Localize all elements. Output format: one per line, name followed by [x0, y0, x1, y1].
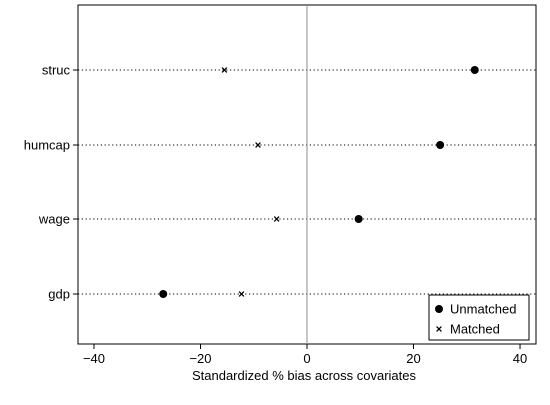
unmatched-point-wage — [354, 215, 363, 223]
category-label-humcap: humcap — [24, 138, 70, 153]
matched-point-wage — [273, 216, 280, 222]
x-tick-label: 0 — [303, 351, 310, 366]
legend-marker-matched — [436, 326, 442, 332]
category-label-struc: struc — [42, 63, 71, 78]
unmatched-point-struc — [470, 66, 479, 74]
x-tick-label: −40 — [83, 351, 105, 366]
matched-point-gdp — [238, 291, 245, 297]
legend-label-unmatched: Unmatched — [450, 302, 516, 317]
x-tick-label: 40 — [513, 351, 527, 366]
x-tick-label: −20 — [189, 351, 211, 366]
x-axis-title: Standardized % bias across covariates — [192, 368, 417, 383]
legend-label-matched: Matched — [450, 322, 500, 337]
unmatched-point-humcap — [436, 141, 445, 149]
category-label-wage: wage — [38, 212, 70, 227]
legend-box — [428, 294, 530, 341]
category-label-gdp: gdp — [48, 287, 70, 302]
unmatched-point-gdp — [159, 290, 168, 298]
legend-marker-unmatched — [435, 305, 443, 313]
x-tick-label: 20 — [406, 351, 420, 366]
legend: Unmatched Matched — [428, 294, 530, 341]
matched-point-struc — [221, 67, 228, 73]
matched-point-humcap — [255, 142, 261, 148]
